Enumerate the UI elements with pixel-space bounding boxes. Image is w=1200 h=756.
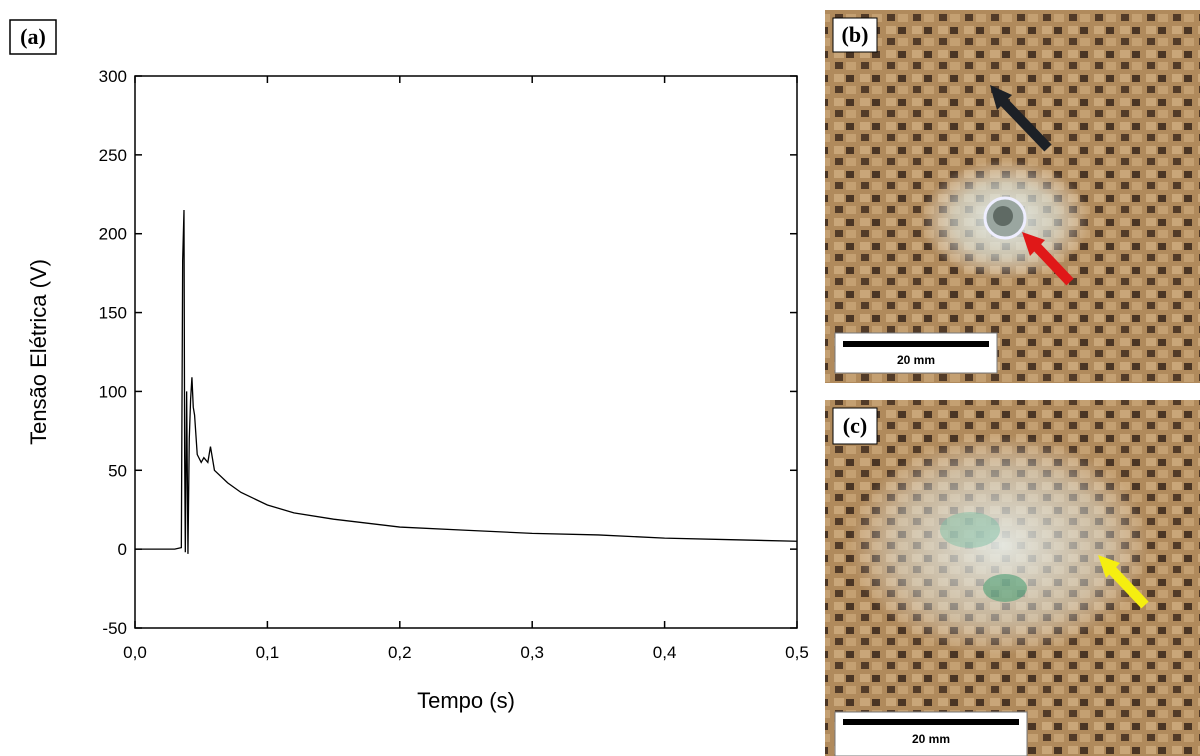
panel-label: (c) bbox=[843, 413, 867, 438]
photo-b bbox=[825, 10, 1200, 383]
scale-bar-label: 20 mm bbox=[897, 353, 935, 367]
y-tick-label: 0 bbox=[118, 540, 127, 559]
y-tick-label: 50 bbox=[108, 461, 127, 480]
y-tick-label: 200 bbox=[99, 225, 127, 244]
x-tick-label: 0,5 bbox=[785, 643, 809, 662]
x-tick-label: 0,1 bbox=[256, 643, 280, 662]
y-tick-label: 150 bbox=[99, 304, 127, 323]
x-tick-label: 0,3 bbox=[520, 643, 544, 662]
photo-c bbox=[825, 400, 1200, 756]
panel-label-box bbox=[9, 19, 57, 55]
x-tick-label: 0,0 bbox=[123, 643, 147, 662]
panel-label: (a) bbox=[20, 24, 46, 49]
y-tick-label: 250 bbox=[99, 146, 127, 165]
y-tick-label: 100 bbox=[99, 382, 127, 401]
scale-bar-label: 20 mm bbox=[912, 732, 950, 746]
plot-frame bbox=[134, 75, 798, 629]
y-axis-title: Tensão Elétrica (V) bbox=[26, 259, 51, 445]
x-tick-label: 0,2 bbox=[388, 643, 412, 662]
y-tick-label: 300 bbox=[99, 67, 127, 86]
data-line bbox=[135, 210, 798, 554]
panel-label: (b) bbox=[842, 22, 869, 47]
y-tick-label: -50 bbox=[102, 619, 127, 638]
x-tick-label: 0,4 bbox=[653, 643, 677, 662]
plot: -50 0 50 100 150 200 250 300 0,0 0,1 0,2 0,3 0,4 0,5 bbox=[99, 67, 809, 662]
x-axis-title: Tempo (s) bbox=[417, 688, 515, 713]
